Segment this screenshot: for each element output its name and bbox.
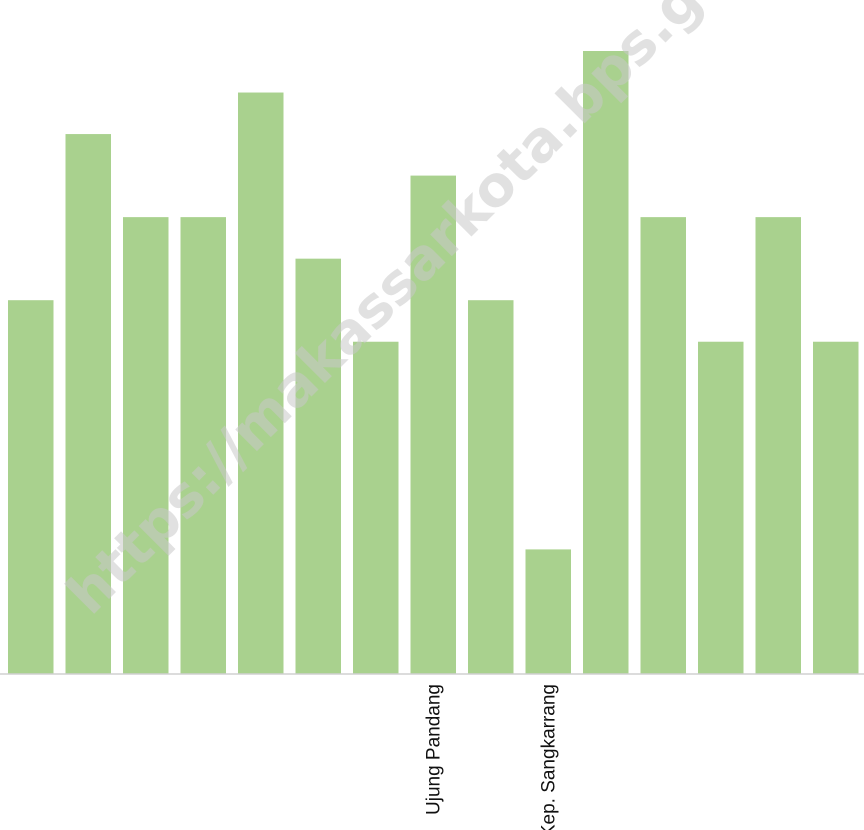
bar-8	[410, 175, 456, 674]
bars-group	[8, 51, 859, 675]
bar-6	[295, 258, 341, 674]
bar-4	[180, 217, 226, 674]
bar-3	[123, 217, 169, 674]
bar-11	[583, 51, 629, 674]
bar-1	[8, 300, 54, 674]
x-tick-label-8: Ujung Pandang	[423, 684, 444, 815]
bar-9	[468, 300, 514, 674]
bar-5	[238, 92, 284, 675]
bar-14	[755, 217, 801, 674]
bar-7	[353, 341, 399, 674]
bar-2	[65, 134, 111, 675]
bar-15	[813, 341, 859, 674]
bar-13	[698, 341, 744, 674]
x-tick-label-10: Kep. Sangkarrang	[538, 684, 559, 830]
bar-12	[640, 217, 686, 674]
x-tick-labels: Ujung Pandang Kep. Sangkarrang	[423, 684, 559, 830]
bar-10	[525, 549, 571, 674]
